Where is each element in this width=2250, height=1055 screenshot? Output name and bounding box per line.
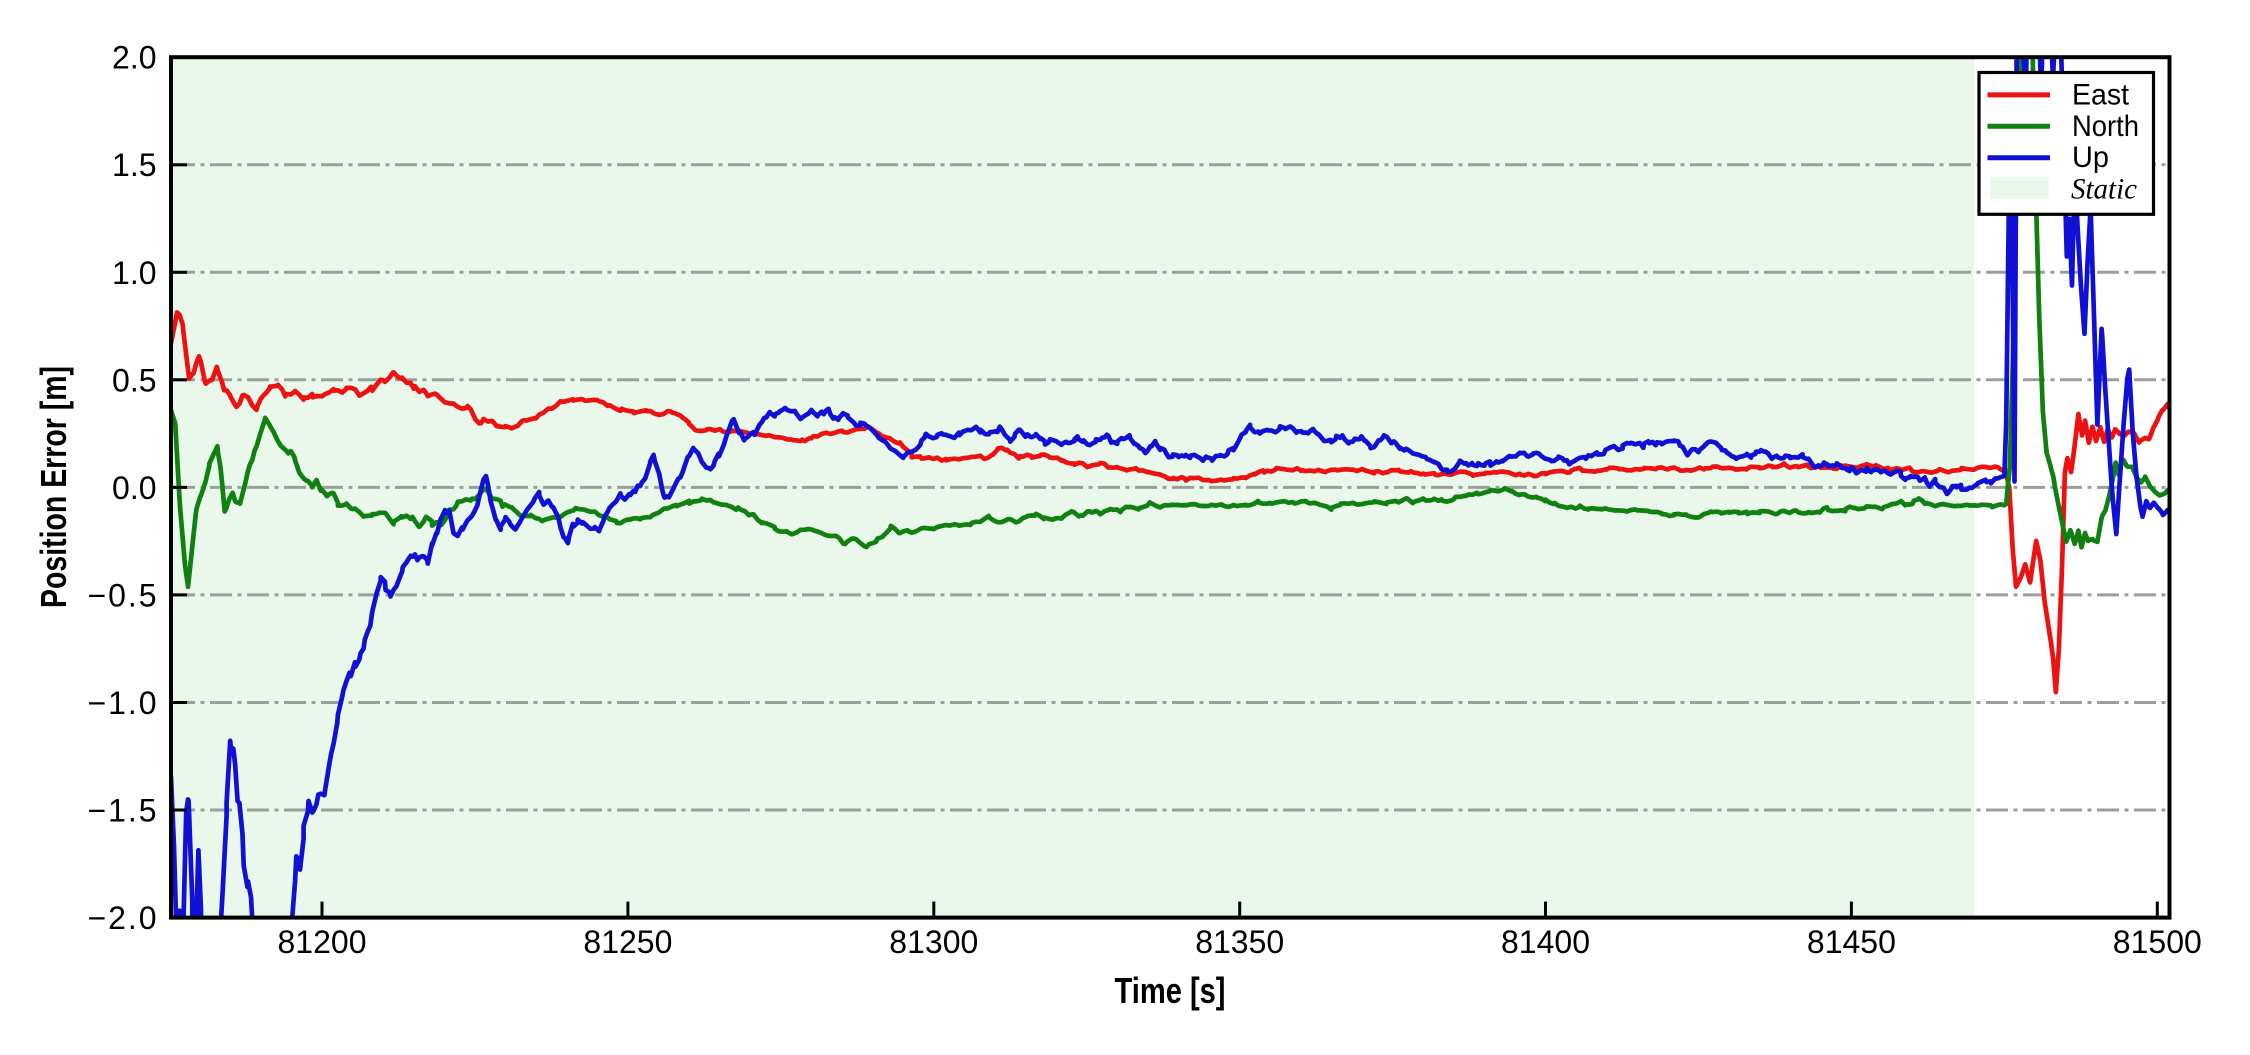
svg-text:0.0: 0.0 [112, 470, 156, 506]
svg-text:North: North [2072, 110, 2139, 143]
svg-text:81500: 81500 [2113, 924, 2202, 960]
svg-text:East: East [2072, 78, 2130, 111]
svg-text:81450: 81450 [1807, 924, 1896, 960]
svg-text:Up: Up [2072, 141, 2109, 174]
svg-text:−1.5: −1.5 [88, 793, 157, 829]
svg-text:81300: 81300 [889, 924, 978, 960]
svg-text:81250: 81250 [583, 924, 672, 960]
svg-text:−1.0: −1.0 [88, 685, 157, 721]
svg-text:0.5: 0.5 [112, 362, 156, 398]
svg-text:1.5: 1.5 [112, 147, 156, 183]
svg-text:81350: 81350 [1195, 924, 1284, 960]
svg-text:2.0: 2.0 [112, 40, 156, 76]
svg-text:Position Error [m]: Position Error [m] [33, 366, 74, 608]
svg-text:−0.5: −0.5 [88, 577, 157, 613]
svg-text:Time [s]: Time [s] [1115, 970, 1226, 1011]
svg-text:Static: Static [2071, 172, 2137, 205]
svg-text:81200: 81200 [278, 924, 367, 960]
svg-text:−2.0: −2.0 [88, 900, 157, 936]
svg-text:81400: 81400 [1501, 924, 1590, 960]
svg-text:1.0: 1.0 [112, 255, 156, 291]
